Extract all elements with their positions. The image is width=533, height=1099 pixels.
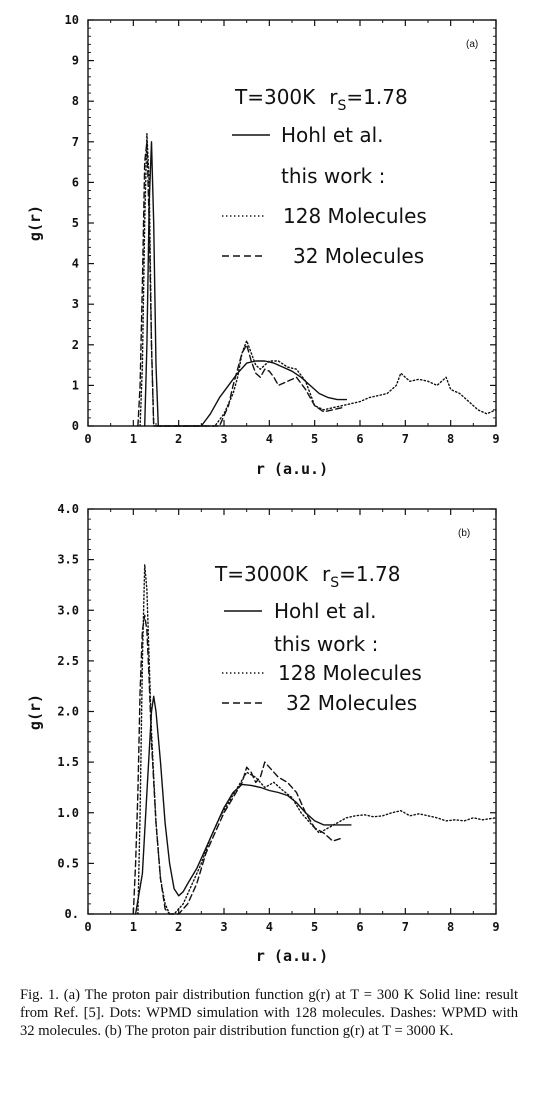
y-axis-label-a: g(r) xyxy=(26,205,44,241)
y-axis-label-b: g(r) xyxy=(26,694,44,730)
x-tick-label: 6 xyxy=(356,920,363,934)
chart-b-svg: 0 1 2 3 4 5 6 7 8 9 0. 0.5 1.0 1.5 2.0 2.5 3.0 3.5 4.0 (b… xyxy=(26,502,500,965)
series-a xyxy=(137,132,497,427)
x-tick-label: 1 xyxy=(130,920,137,934)
y-tick-label: 0.5 xyxy=(57,856,79,870)
x-tick-label: 1 xyxy=(130,432,137,446)
y-tick-label: 10 xyxy=(65,13,79,27)
series-line-32-molecules xyxy=(137,141,343,427)
y-tick-label: 5 xyxy=(72,216,79,230)
x-ticks-a: 0 1 2 3 4 5 6 7 8 9 xyxy=(84,20,500,446)
y-tick-label: 4 xyxy=(72,257,79,271)
x-tick-label: 8 xyxy=(447,432,454,446)
x-tick-label: 2 xyxy=(175,920,182,934)
series-line-hohl-et-al xyxy=(134,695,352,915)
chart-a-svg: 0 1 2 3 4 5 6 7 8 9 0 1 2 3 4 5 6 7 8 9 10 (a) r (a.u.) g(r… xyxy=(26,13,500,478)
panel-label-b: (b) xyxy=(458,528,470,539)
legend-label-hohl-b: Hohl et al. xyxy=(274,599,377,623)
panel-label-a: (a) xyxy=(466,39,478,50)
x-tick-label: 8 xyxy=(447,920,454,934)
y-tick-label: 0. xyxy=(65,907,79,921)
legend-label-hohl-a: Hohl et al. xyxy=(281,123,384,147)
y-tick-label: 7 xyxy=(72,135,79,149)
y-tick-label: 1.0 xyxy=(57,806,79,820)
y-tick-label: 0 xyxy=(72,419,79,433)
y-tick-label: 8 xyxy=(72,94,79,108)
x-tick-label: 5 xyxy=(311,432,318,446)
figure-caption: Fig. 1. (a) The proton pair distribution… xyxy=(20,987,518,1039)
legend-this-work-b: this work : xyxy=(274,632,378,656)
x-tick-label: 0 xyxy=(84,920,91,934)
y-tick-label: 3.0 xyxy=(57,603,79,617)
y-tick-label: 9 xyxy=(72,54,79,68)
x-tick-label: 7 xyxy=(402,432,409,446)
x-axis-label-b: r (a.u.) xyxy=(256,947,328,965)
x-tick-label: 9 xyxy=(492,920,499,934)
x-tick-label: 3 xyxy=(220,920,227,934)
x-tick-label: 4 xyxy=(266,920,273,934)
legend-condition-a: T=300K rS=1.78 xyxy=(234,85,408,114)
legend-label-32-b: 32 Molecules xyxy=(286,691,417,715)
y-tick-label: 2 xyxy=(72,338,79,352)
legend-condition-b: T=3000K rS=1.78 xyxy=(214,562,400,591)
legend-label-128-b: 128 Molecules xyxy=(278,661,422,685)
y-tick-label: 1 xyxy=(72,378,79,392)
x-ticks-b: 0 1 2 3 4 5 6 7 8 9 xyxy=(84,509,500,934)
legend-label-32-a: 32 Molecules xyxy=(293,244,424,268)
x-tick-label: 2 xyxy=(175,432,182,446)
y-tick-label: 2.5 xyxy=(57,654,79,668)
x-tick-label: 7 xyxy=(402,920,409,934)
y-ticks-b: 0. 0.5 1.0 1.5 2.0 2.5 3.0 3.5 4.0 xyxy=(57,502,496,921)
series-b xyxy=(132,563,497,915)
chart-panel-a: 0 1 2 3 4 5 6 7 8 9 0 1 2 3 4 5 6 7 8 9 10 (a) r (a.u.) g(r… xyxy=(0,0,533,490)
x-tick-label: 3 xyxy=(220,432,227,446)
x-tick-label: 5 xyxy=(311,920,318,934)
y-tick-label: 3 xyxy=(72,297,79,311)
y-tick-label: 3.5 xyxy=(57,553,79,567)
x-tick-label: 6 xyxy=(356,432,363,446)
legend-label-128-a: 128 Molecules xyxy=(283,204,427,228)
y-ticks-a: 0 1 2 3 4 5 6 7 8 9 10 xyxy=(65,13,496,433)
x-tick-label: 9 xyxy=(492,432,499,446)
x-axis-label-a: r (a.u.) xyxy=(256,460,328,478)
legend-b: T=3000K rS=1.78 Hohl et al. this work : 1… xyxy=(214,562,422,715)
x-tick-label: 0 xyxy=(84,432,91,446)
x-tick-label: 4 xyxy=(266,432,273,446)
chart-panel-b: 0 1 2 3 4 5 6 7 8 9 0. 0.5 1.0 1.5 2.0 2.5 3.0 3.5 4.0 (b… xyxy=(0,490,533,985)
legend-this-work-a: this work : xyxy=(281,164,385,188)
legend-a: T=300K rS=1.78 Hohl et al. this work : 12… xyxy=(222,85,427,268)
y-tick-label: 6 xyxy=(72,175,79,189)
y-tick-label: 4.0 xyxy=(57,502,79,516)
series-line-32-molecules xyxy=(132,614,343,915)
series-line-hohl-et-al xyxy=(143,141,348,427)
y-tick-label: 2.0 xyxy=(57,705,79,719)
y-tick-label: 1.5 xyxy=(57,755,79,769)
